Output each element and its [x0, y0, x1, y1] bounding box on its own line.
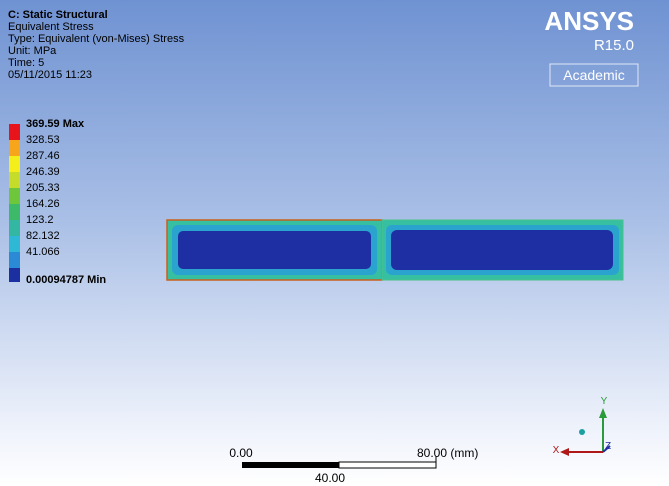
triad-arrow	[560, 448, 569, 456]
scale-bar-black	[242, 462, 339, 468]
scale-end: 80.00 (mm)	[417, 446, 478, 460]
scene: ANSYS R15.0 Academic 0.00 80.00 (mm) 40.…	[0, 0, 669, 486]
plate-core	[391, 230, 613, 270]
scale-bar-white	[339, 462, 436, 468]
triad-label: X	[553, 445, 560, 456]
logo-edition: Academic	[563, 67, 624, 83]
triad-point	[579, 429, 585, 435]
viewport: C: Static Structural Equivalent Stress T…	[0, 0, 669, 486]
triad-arrow	[599, 408, 607, 418]
scale-middle: 40.00	[315, 471, 345, 485]
triad-label: Z	[605, 441, 611, 452]
logo-brand: ANSYS	[544, 6, 634, 36]
triad-label: Y	[601, 396, 608, 407]
logo-release: R15.0	[594, 37, 634, 54]
plate-core	[178, 231, 371, 269]
scale-start: 0.00	[229, 446, 253, 460]
